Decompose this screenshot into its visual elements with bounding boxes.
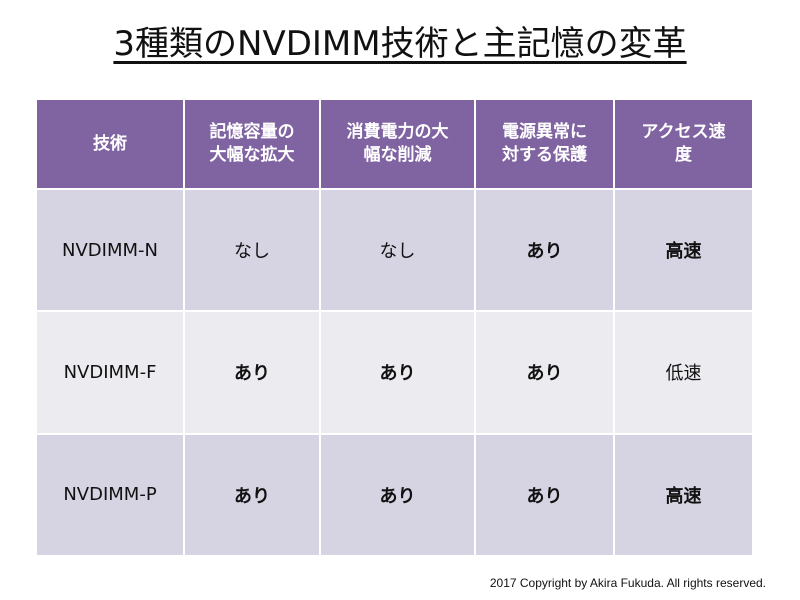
header-line: 消費電力の大	[346, 122, 449, 142]
table-row: NVDIMM-P あり あり あり 高速	[35, 432, 754, 558]
table-header-row: 技術 記憶容量の 大幅な拡大 消費電力の大 幅な削減 電源異常に 対する保護 ア…	[35, 98, 754, 190]
header-power: 消費電力の大 幅な削減	[319, 98, 476, 190]
cell-power: あり	[319, 310, 476, 435]
table-row: NVDIMM-N なし なし あり 高速	[35, 187, 754, 313]
cell-technology: NVDIMM-P	[35, 432, 185, 558]
comparison-table: 技術 記憶容量の 大幅な拡大 消費電力の大 幅な削減 電源異常に 対する保護 ア…	[35, 98, 754, 558]
cell-speed: 低速	[613, 310, 754, 435]
cell-speed: 高速	[613, 432, 754, 558]
table-row: NVDIMM-F あり あり あり 低速	[35, 310, 754, 435]
cell-technology: NVDIMM-N	[35, 187, 185, 313]
cell-power: なし	[319, 187, 476, 313]
header-line: 技術	[93, 133, 127, 154]
cell-protection: あり	[474, 432, 615, 558]
slide-title: 3種類のNVDIMM技術と主記憶の変革	[0, 22, 800, 66]
cell-technology: NVDIMM-F	[35, 310, 185, 435]
cell-capacity: あり	[183, 310, 321, 435]
header-line: 大幅な拡大	[209, 145, 295, 165]
cell-speed: 高速	[613, 187, 754, 313]
cell-protection: あり	[474, 310, 615, 435]
header-line: 対する保護	[502, 145, 587, 165]
header-line: 電源異常に	[502, 122, 587, 142]
header-line: 幅な削減	[363, 145, 432, 165]
header-protection: 電源異常に 対する保護	[474, 98, 615, 190]
header-line: 度	[675, 145, 692, 165]
cell-capacity: あり	[183, 432, 321, 558]
slide-title-text: 3種類のNVDIMM技術と主記憶の変革	[113, 24, 687, 64]
cell-protection: あり	[474, 187, 615, 313]
cell-capacity: なし	[183, 187, 321, 313]
copyright-notice: 2017 Copyright by Akira Fukuda. All righ…	[489, 576, 766, 590]
header-speed: アクセス速 度	[613, 98, 754, 190]
cell-power: あり	[319, 432, 476, 558]
header-capacity: 記憶容量の 大幅な拡大	[183, 98, 321, 190]
header-technology: 技術	[35, 98, 185, 190]
header-line: アクセス速	[641, 122, 726, 142]
header-line: 記憶容量の	[209, 122, 295, 142]
